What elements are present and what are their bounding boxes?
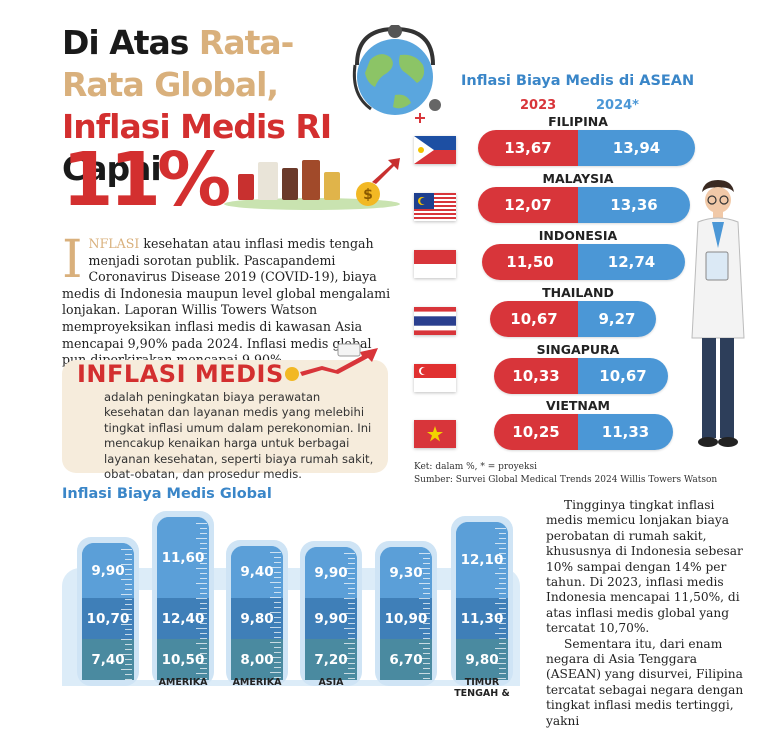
- legend-2023: 2023: [520, 98, 557, 113]
- tube-bar: 9,90 9,90 7,20: [305, 547, 357, 680]
- headline-big-number: 11%: [62, 137, 231, 223]
- asean-chart-title: Inflasi Biaya Medis di ASEAN: [461, 73, 695, 89]
- country-label: MALAYSIA: [542, 171, 614, 186]
- tube-bar: 11,60 12,40 10,50: [157, 517, 209, 680]
- headline-part-2: Rata-Rata Global,: [62, 23, 294, 104]
- svg-text:$: $: [363, 187, 373, 203]
- tube-bar: 9,40 9,80 8,00: [231, 546, 283, 680]
- flag-icon: [414, 193, 456, 221]
- bar-2024: 11,33: [578, 414, 673, 450]
- flag-icon: [414, 307, 456, 335]
- country-label: INDONESIA: [538, 228, 618, 243]
- bar-2023: 12,07: [478, 187, 578, 223]
- headline-part-1: Di Atas: [62, 23, 199, 62]
- tube-bar: 9,30 10,90 6,70: [380, 547, 432, 680]
- rising-arrow-icon: [285, 343, 378, 381]
- chart-source: Sumber: Survei Global Medical Trends 202…: [414, 475, 718, 485]
- lead-keyword: NFLASI: [88, 236, 140, 251]
- asean-bar-pair: 11,50 12,74: [482, 244, 685, 280]
- legend-2024: 2024*: [596, 98, 639, 113]
- bar-2024: 12,74: [578, 244, 685, 280]
- region-label: AMERIKA: [158, 677, 208, 688]
- lead-paragraph: I NFLASI kesehatan atau inflasi medis ten…: [62, 230, 397, 369]
- tube-segment-middle: 11,30: [456, 598, 508, 639]
- right-paragraph-1: Tingginya tingkat inflasi medis memicu l…: [546, 498, 743, 636]
- asean-bar-pair: 10,33 10,67: [494, 358, 668, 394]
- country-label: SINGAPURA: [536, 342, 620, 357]
- asean-bar-pair: 10,67 9,27: [490, 301, 656, 337]
- asean-bar-pair: 10,25 11,33: [494, 414, 673, 450]
- tube-bar: 9,90 10,70 7,40: [82, 543, 134, 680]
- tube-segment-top: 9,90: [82, 543, 134, 598]
- bar-2023: 13,67: [478, 130, 578, 166]
- globe-stethoscope-illustration: [352, 25, 441, 115]
- right-paragraph-2: Sementara itu, dari enam negara di Asia …: [546, 636, 744, 728]
- region-label: AMERIKA: [232, 677, 282, 688]
- country-label: FILIPINA: [548, 114, 608, 129]
- tube-segment-top: 12,10: [456, 522, 508, 598]
- plus-icon: [415, 113, 425, 123]
- tube-segment-top: 9,90: [305, 547, 357, 598]
- medicine-illustration: $: [224, 158, 400, 210]
- bar-2024: 13,94: [578, 130, 695, 166]
- headline: Di Atas Rata-Rata Global, Inflasi Medis …: [62, 22, 362, 190]
- global-chart-title: Inflasi Biaya Medis Global: [62, 486, 272, 502]
- asean-bar-pair: 13,67 13,94: [478, 130, 695, 166]
- bar-2024: 10,67: [578, 358, 668, 394]
- tube-segment-top: 9,30: [380, 547, 432, 598]
- country-label: THAILAND: [542, 285, 614, 300]
- bar-2024: 9,27: [578, 301, 656, 337]
- flag-icon: [414, 136, 456, 164]
- region-label: ASIA: [318, 677, 344, 688]
- tube-bar: 12,10 11,30 9,80: [456, 522, 508, 680]
- tube-segment-bottom: 8,00: [231, 639, 283, 680]
- region-label: TIMUR TENGAH &: [454, 677, 510, 699]
- definition-title: INFLASI MEDIS: [77, 360, 284, 388]
- headline-part-4: Capai: [62, 149, 162, 188]
- right-column-text: Tingginya tingkat inflasi medis memicu l…: [546, 498, 746, 729]
- bar-2023: 10,25: [494, 414, 578, 450]
- bar-2023: 10,67: [490, 301, 578, 337]
- bar-2023: 11,50: [482, 244, 578, 280]
- chart-note: Ket: dalam %, * = proyeksi: [414, 462, 537, 472]
- bar-2024: 13,36: [578, 187, 690, 223]
- drop-cap: I: [62, 230, 83, 290]
- definition-box: [62, 360, 388, 473]
- bar-2023: 10,33: [494, 358, 578, 394]
- definition-text: adalah peningkatan biaya perawatan keseh…: [104, 390, 374, 482]
- doctor-illustration: [691, 180, 745, 447]
- headline-part-3: Inflasi Medis RI: [62, 107, 332, 146]
- asean-bar-pair: 12,07 13,36: [478, 187, 690, 223]
- flag-icon: [414, 420, 456, 448]
- flag-icon: [414, 364, 456, 392]
- country-label: VIETNAM: [546, 398, 610, 413]
- flag-icon: [414, 250, 456, 278]
- tube-segment-top: 11,60: [157, 517, 209, 598]
